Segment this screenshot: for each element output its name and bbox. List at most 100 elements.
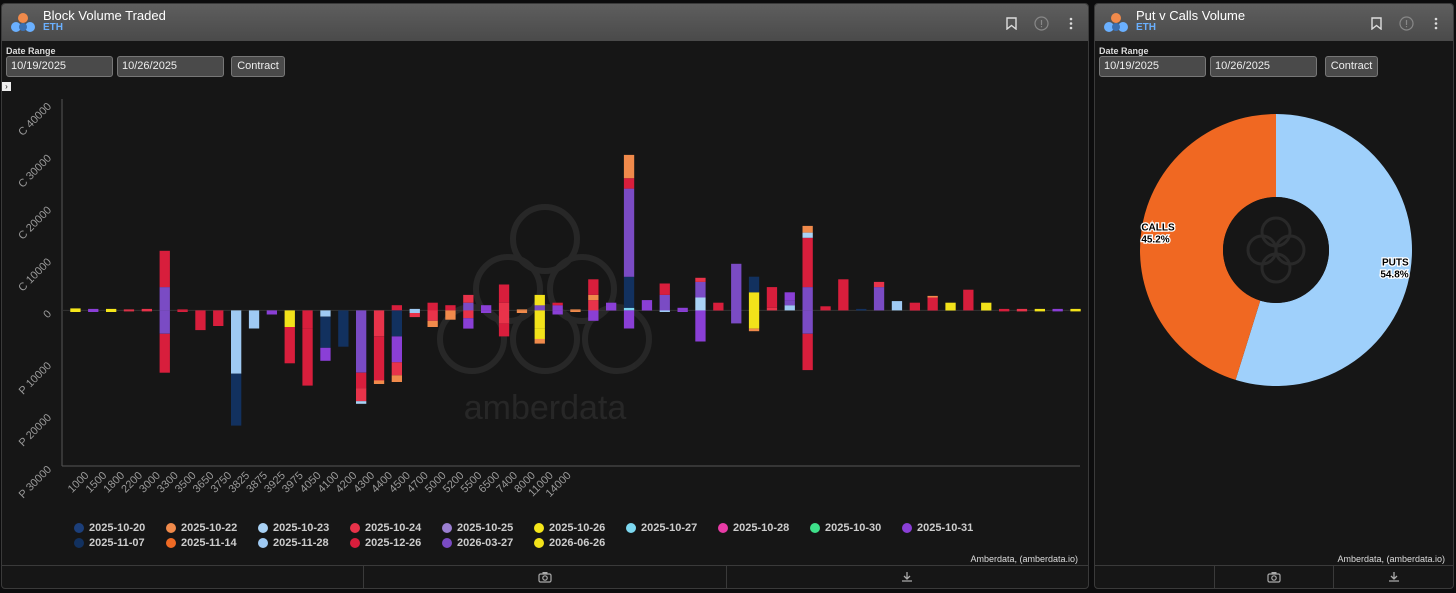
bar-segment[interactable] xyxy=(231,327,242,374)
bar-segment[interactable] xyxy=(498,284,510,303)
bar-segment[interactable] xyxy=(516,309,528,311)
pie-slice[interactable] xyxy=(1140,114,1276,380)
bar-segment[interactable] xyxy=(320,310,331,317)
bar-segment[interactable] xyxy=(623,307,635,311)
bar-segment[interactable] xyxy=(463,310,474,319)
bar-segment[interactable] xyxy=(409,310,420,313)
screenshot-button[interactable] xyxy=(364,566,727,588)
bar-segment[interactable] xyxy=(588,294,599,301)
bar-segment[interactable] xyxy=(802,237,813,288)
bar-segment[interactable] xyxy=(748,328,760,332)
bar-segment[interactable] xyxy=(713,302,724,311)
bar-segment[interactable] xyxy=(981,302,992,311)
bar-segment[interactable] xyxy=(70,310,81,312)
end-date-input[interactable]: 10/26/2025 xyxy=(117,56,224,77)
bar-segment[interactable] xyxy=(659,283,670,295)
bar-segment[interactable] xyxy=(498,310,510,324)
bar-segment[interactable] xyxy=(427,310,438,321)
bar-segment[interactable] xyxy=(231,373,242,426)
bar-segment[interactable] xyxy=(588,279,599,295)
bar-segment[interactable] xyxy=(409,308,420,311)
bar-segment[interactable] xyxy=(534,310,545,329)
bar-segment[interactable] xyxy=(356,310,367,373)
bar-segment[interactable] xyxy=(659,294,670,311)
start-date-input[interactable]: 10/19/2025 xyxy=(1099,56,1206,77)
bar-segment[interactable] xyxy=(891,301,903,311)
legend-item[interactable]: 2025-12-26 xyxy=(350,537,421,549)
bar-segment[interactable] xyxy=(463,318,474,329)
legend-item[interactable]: 2025-10-31 xyxy=(902,522,973,534)
bar-segment[interactable] xyxy=(88,308,99,311)
bar-segment[interactable] xyxy=(106,310,117,312)
pie-slice[interactable] xyxy=(1235,114,1412,386)
bar-segment[interactable] xyxy=(695,297,706,311)
bar-segment[interactable] xyxy=(427,302,438,311)
bar-segment[interactable] xyxy=(873,281,885,288)
bar-segment[interactable] xyxy=(588,300,599,311)
bar-segment[interactable] xyxy=(695,277,706,282)
bar-segment[interactable] xyxy=(802,287,813,311)
bar-segment[interactable] xyxy=(534,328,545,339)
bar-segment[interactable] xyxy=(159,333,170,373)
bar-segment[interactable] xyxy=(159,310,170,334)
bar-segment[interactable] xyxy=(231,310,242,327)
bar-segment[interactable] xyxy=(320,316,331,348)
bar-segment[interactable] xyxy=(302,328,313,386)
legend-item[interactable]: 2026-03-27 xyxy=(442,537,513,549)
bar-segment[interactable] xyxy=(463,294,474,303)
bar-segment[interactable] xyxy=(177,309,188,311)
bar-segment[interactable] xyxy=(1016,308,1028,311)
bar-segment[interactable] xyxy=(106,308,117,311)
bar-segment[interactable] xyxy=(338,310,349,347)
bar-segment[interactable] xyxy=(284,340,295,364)
bar-segment[interactable] xyxy=(623,188,635,277)
bar-segment[interactable] xyxy=(391,305,402,311)
legend-item[interactable]: 2025-10-24 xyxy=(350,522,421,534)
bar-segment[interactable] xyxy=(552,305,563,311)
bar-segment[interactable] xyxy=(498,323,510,337)
bookmark-icon[interactable] xyxy=(1367,14,1385,32)
bar-segment[interactable] xyxy=(552,310,563,315)
bar-segment[interactable] xyxy=(445,305,456,311)
bar-segment[interactable] xyxy=(802,310,813,334)
bar-segment[interactable] xyxy=(927,297,938,311)
bar-segment[interactable] xyxy=(784,300,795,306)
bar-segment[interactable] xyxy=(213,310,224,326)
bar-segment[interactable] xyxy=(445,310,456,320)
bar-segment[interactable] xyxy=(623,310,635,329)
legend-item[interactable]: 2026-06-26 xyxy=(534,537,605,549)
bar-segment[interactable] xyxy=(641,300,653,311)
legend-item[interactable]: 2025-11-07 xyxy=(74,537,145,549)
bar-segment[interactable] xyxy=(534,294,545,306)
bar-segment[interactable] xyxy=(373,310,385,337)
bar-segment[interactable] xyxy=(570,310,581,312)
bar-segment[interactable] xyxy=(141,310,152,312)
bar-segment[interactable] xyxy=(909,302,920,311)
bar-segment[interactable] xyxy=(766,287,778,308)
legend-item[interactable]: 2025-10-23 xyxy=(258,522,329,534)
bar-segment[interactable] xyxy=(356,388,367,402)
bar-segment[interactable] xyxy=(766,307,778,311)
bar-segment[interactable] xyxy=(248,310,260,329)
bar-segment[interactable] xyxy=(820,306,831,311)
info-icon[interactable] xyxy=(1397,14,1415,32)
bar-segment[interactable] xyxy=(659,310,670,312)
bar-segment[interactable] xyxy=(159,287,170,311)
bar-segment[interactable] xyxy=(391,336,402,363)
download-button[interactable] xyxy=(727,566,1088,588)
bar-segment[interactable] xyxy=(802,232,813,238)
bar-segment[interactable] xyxy=(802,225,813,233)
bar-segment[interactable] xyxy=(748,276,760,293)
bar-segment[interactable] xyxy=(427,320,438,327)
bar-segment[interactable] xyxy=(266,310,277,315)
bar-segment[interactable] xyxy=(391,362,402,376)
bar-segment[interactable] xyxy=(302,310,313,329)
bar-segment[interactable] xyxy=(1052,308,1063,311)
bar-segment[interactable] xyxy=(748,292,760,311)
bar-segment[interactable] xyxy=(1052,310,1063,312)
bar-segment[interactable] xyxy=(1070,308,1081,311)
expand-toggle-icon[interactable]: › xyxy=(2,82,11,91)
bar-segment[interactable] xyxy=(1034,308,1045,311)
bar-segment[interactable] xyxy=(159,250,170,288)
bar-segment[interactable] xyxy=(123,309,135,311)
